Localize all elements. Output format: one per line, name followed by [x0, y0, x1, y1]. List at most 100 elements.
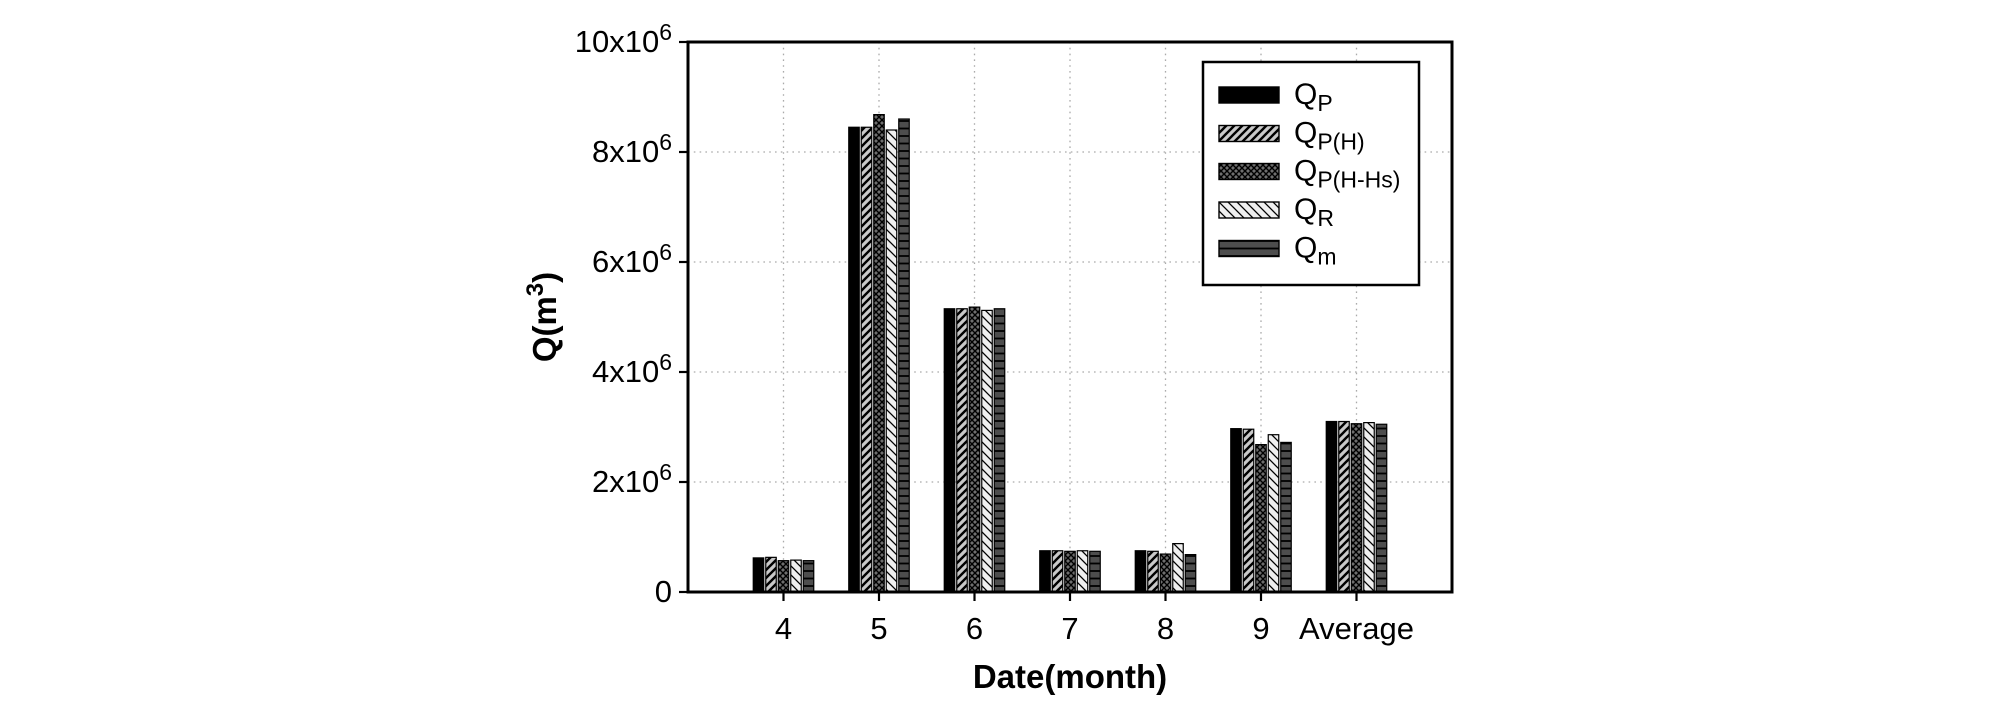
bar-Qm	[1184, 553, 1197, 593]
legend-label-subscript: R	[1317, 205, 1334, 231]
bar-QP(H-Hs)	[1159, 553, 1172, 593]
bar-QR	[1076, 550, 1089, 593]
legend-entry-QR: QR	[1218, 193, 1334, 231]
bar-QP	[1230, 428, 1242, 593]
legend-entry-QP: QP	[1218, 78, 1333, 116]
y-tick-label: 0	[655, 574, 672, 609]
bar-group-9	[1230, 428, 1292, 593]
y-tick-superscript: 6	[659, 239, 672, 265]
legend-swatch-diagonal-back-hatch	[1218, 201, 1280, 219]
bar-QP	[1325, 420, 1338, 593]
bar-QP(H)	[1242, 428, 1255, 593]
bar-QR	[1267, 434, 1280, 593]
bar-Qm	[802, 560, 815, 593]
bar-Qm	[1375, 423, 1388, 593]
bar-QP(H-Hs)	[1255, 444, 1267, 593]
bar-QP(H)	[1147, 550, 1159, 593]
bar-QP	[752, 557, 765, 593]
legend-swatch-diagonal-forward-hatch	[1218, 124, 1280, 143]
bar-QP	[1039, 550, 1051, 593]
legend-label-subscript: m	[1317, 244, 1336, 270]
legend-label-main: Q	[1294, 232, 1317, 265]
legend-label-main: Q	[1294, 117, 1317, 150]
y-tick-base: 4x10	[592, 354, 659, 389]
x-axis: 4 5 6 7 8 9 Average	[775, 592, 1414, 646]
y-tick-label: 6x106	[592, 239, 672, 279]
legend-label-main: Q	[1294, 155, 1317, 188]
x-tick-label: 5	[870, 611, 887, 646]
bar-QP(H)	[860, 126, 873, 593]
bar-QP(H-Hs)	[1350, 423, 1363, 593]
bar-Qm	[993, 308, 1006, 593]
y-tick-label: 8x106	[592, 129, 672, 169]
bar-QP(H-Hs)	[1064, 550, 1076, 593]
y-tick-base: 10x10	[575, 24, 659, 59]
x-tick-label: 7	[1061, 611, 1078, 646]
y-tick-label: 10x106	[575, 19, 672, 59]
legend-label-subscript: P(H-Hs)	[1317, 167, 1400, 193]
bar-group-7	[1039, 550, 1101, 593]
y-tick-base: 2x10	[592, 464, 659, 499]
bar-QP	[848, 126, 860, 593]
bar-QP(H-Hs)	[873, 113, 885, 593]
y-title-base: Q(m	[526, 296, 563, 362]
y-axis-title: Q(m3)	[522, 272, 563, 362]
bar-QP	[943, 308, 956, 593]
bar-QP(H)	[1051, 550, 1064, 593]
y-tick-superscript: 6	[659, 349, 672, 375]
x-tick-label: 6	[966, 611, 983, 646]
legend-label: QP	[1294, 78, 1333, 116]
x-tick-label: 9	[1252, 611, 1269, 646]
y-tick-superscript: 6	[659, 459, 672, 485]
bar-group-Average	[1325, 420, 1388, 593]
bar-QP	[1134, 550, 1147, 593]
legend-entry-QP(H-Hs): QP(H-Hs)	[1218, 155, 1400, 193]
legend-label: QP(H)	[1294, 117, 1365, 155]
y-tick-base: 0	[655, 574, 672, 609]
legend-label-subscript: P(H)	[1317, 129, 1364, 155]
legend-label: QR	[1294, 193, 1334, 231]
legend-swatch-horizontal-stripe-dark	[1218, 239, 1280, 258]
x-tick-label: 8	[1157, 611, 1174, 646]
bar-QR	[1363, 422, 1375, 593]
legend-label-main: Q	[1294, 78, 1317, 111]
y-title-superscript: 3	[522, 283, 549, 296]
bar-Qm	[898, 118, 910, 593]
bar-group-6	[943, 306, 1006, 593]
bar-Qm	[1280, 441, 1292, 593]
y-title-rest: )	[526, 272, 563, 283]
bar-group-5	[848, 113, 910, 593]
bar-QP(H)	[956, 308, 968, 593]
bar-QR	[790, 559, 802, 593]
legend-label: QP(H-Hs)	[1294, 155, 1400, 193]
bar-QP(H)	[765, 556, 777, 593]
legend-entry-QP(H): QP(H)	[1218, 117, 1365, 155]
legend-swatch-crosshatch-dark	[1218, 162, 1280, 181]
bar-QP(H-Hs)	[968, 306, 981, 593]
bar-Qm	[1089, 550, 1101, 593]
y-tick-base: 8x10	[592, 134, 659, 169]
y-tick-superscript: 6	[659, 19, 672, 45]
bar-groups	[752, 113, 1388, 593]
legend-label: Qm	[1294, 232, 1337, 270]
bar-QR	[981, 309, 993, 593]
bar-QR	[1172, 542, 1184, 593]
x-axis-title: Date(month)	[973, 658, 1167, 695]
x-tick-label: 4	[775, 611, 792, 646]
bar-group-4	[752, 556, 815, 593]
y-tick-base: 6x10	[592, 244, 659, 279]
legend-swatch-solid-black	[1218, 86, 1280, 104]
bar-QR	[885, 129, 898, 593]
bar-QP(H-Hs)	[777, 560, 790, 593]
y-tick-label: 2x106	[592, 459, 672, 499]
y-tick-superscript: 6	[659, 129, 672, 155]
legend-entry-Qm: Qm	[1218, 232, 1337, 270]
legend-label-subscript: P	[1317, 90, 1332, 116]
y-tick-label: 4x106	[592, 349, 672, 389]
legend-label-main: Q	[1294, 193, 1317, 226]
